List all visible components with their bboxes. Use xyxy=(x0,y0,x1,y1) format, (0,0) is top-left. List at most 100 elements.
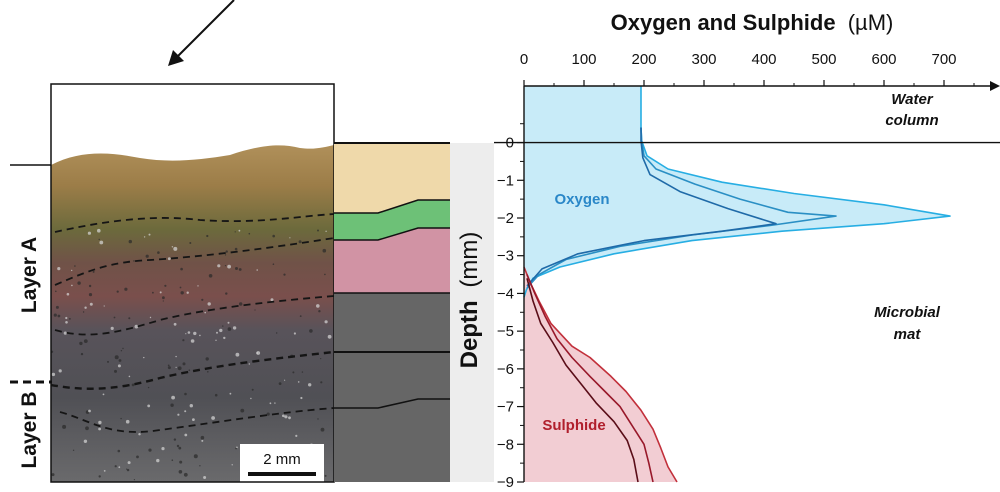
speckle xyxy=(215,339,217,341)
speckle xyxy=(272,234,276,238)
speckle xyxy=(65,321,68,324)
speckle xyxy=(83,339,88,343)
speckle xyxy=(173,246,178,251)
x-tick-label: 500 xyxy=(811,51,836,68)
chart-title-main: Oxygen and Sulphide xyxy=(611,10,836,35)
speckle xyxy=(79,341,83,346)
speckle xyxy=(133,479,135,481)
speckle xyxy=(117,364,121,368)
speckle xyxy=(231,464,233,466)
speckle xyxy=(276,332,278,334)
speckle xyxy=(117,449,121,453)
speckle xyxy=(269,402,272,405)
speckle xyxy=(51,473,55,477)
speckle xyxy=(116,290,119,293)
microbial-mat-label-2: mat xyxy=(894,326,922,343)
speckle xyxy=(149,316,152,319)
speckle xyxy=(199,465,201,467)
speckle xyxy=(69,318,71,320)
speckle xyxy=(189,404,193,408)
speckle xyxy=(182,362,186,366)
speckle xyxy=(225,292,228,295)
speckle xyxy=(122,347,124,350)
axes: 0 100 200 300 400 500 600 700 0 −1 −2 −3 −4 −5 −6 −7 −8 −… xyxy=(494,51,1000,491)
speckle xyxy=(193,454,198,459)
speckle xyxy=(229,392,232,395)
speckle xyxy=(223,336,226,340)
speckle xyxy=(316,304,320,308)
speckle xyxy=(51,372,56,377)
sediment-photo: 2 mm xyxy=(51,84,334,482)
speckle xyxy=(113,316,116,319)
speckle xyxy=(71,284,73,287)
speckle xyxy=(199,334,201,337)
oxygen-profile-line-3 xyxy=(526,127,777,287)
speckle xyxy=(292,371,295,374)
speckle xyxy=(208,274,213,278)
speckle xyxy=(103,470,106,472)
speckle xyxy=(227,264,232,269)
speckle xyxy=(114,369,117,373)
speckle xyxy=(156,458,160,463)
speckle xyxy=(85,426,89,431)
speckle xyxy=(300,396,303,400)
speckle xyxy=(134,324,139,329)
speckle xyxy=(317,418,319,420)
speckle xyxy=(110,326,114,330)
x-tick-label: 200 xyxy=(631,51,656,68)
speckle xyxy=(136,455,139,459)
speckle xyxy=(176,444,180,448)
speckle xyxy=(147,386,150,389)
speckle xyxy=(235,447,238,450)
speckle xyxy=(288,416,291,420)
speckle xyxy=(102,393,105,396)
speckle xyxy=(211,416,216,420)
speckle xyxy=(178,470,183,474)
speckle xyxy=(63,331,67,335)
speckle xyxy=(272,263,275,266)
speckle xyxy=(193,331,197,336)
speckle xyxy=(184,410,187,413)
x-tick-label: 400 xyxy=(751,51,776,68)
speckle xyxy=(65,316,68,320)
speckle xyxy=(107,360,109,363)
speckle xyxy=(266,412,270,416)
speckle xyxy=(148,448,152,452)
speckle xyxy=(125,419,130,424)
speckle xyxy=(224,265,227,267)
speckle xyxy=(227,327,232,331)
speckle xyxy=(308,383,312,387)
y-tick-label: −2 xyxy=(497,210,514,227)
speckle xyxy=(207,302,211,306)
y-tick-label: −1 xyxy=(497,172,514,189)
y-tick-label: −5 xyxy=(497,323,514,340)
speckle xyxy=(185,333,187,335)
speckle xyxy=(298,240,302,244)
layer-b-label: Layer B xyxy=(18,391,41,468)
oxygen-label: Oxygen xyxy=(554,191,609,208)
speckle xyxy=(320,381,323,384)
sulphide-profile-line-3 xyxy=(526,278,639,483)
speckle xyxy=(217,264,221,268)
speckle xyxy=(175,366,177,368)
speckle xyxy=(289,237,291,239)
speckle xyxy=(171,246,174,248)
water-column-label-1: Water xyxy=(891,91,934,108)
speckle xyxy=(103,305,105,307)
sulphide-profile-line-2 xyxy=(526,274,654,483)
y-axis-label-main: Depth xyxy=(456,300,483,368)
layer-schematic xyxy=(334,142,494,482)
x-tick-label: 700 xyxy=(931,51,956,68)
speckle xyxy=(152,291,154,294)
speckle xyxy=(192,418,195,421)
speckle xyxy=(74,265,76,267)
speckle xyxy=(324,273,326,276)
speckle xyxy=(189,242,192,244)
speckle xyxy=(148,233,151,236)
speckle xyxy=(182,339,185,342)
y-axis-label-unit: (mm) xyxy=(456,232,483,288)
speckle xyxy=(120,350,123,352)
y-axis-label: Depth (mm) xyxy=(456,232,483,369)
speckle xyxy=(120,417,122,420)
